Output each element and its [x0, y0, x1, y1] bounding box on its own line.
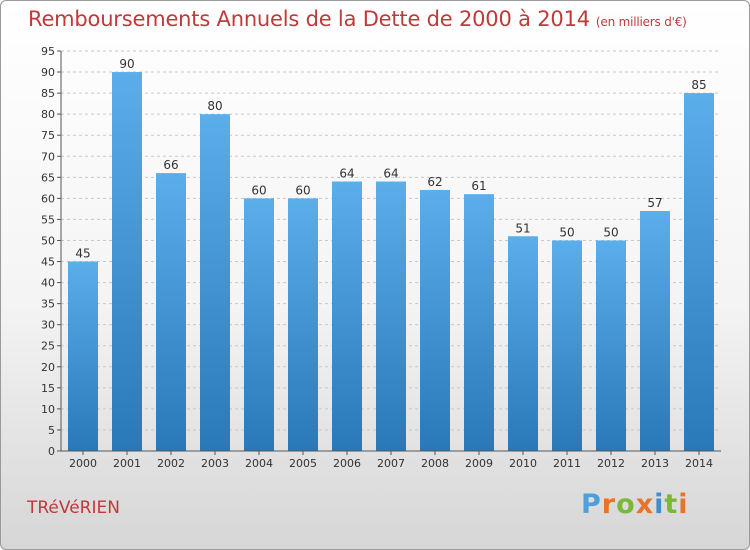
- bar-2003: [200, 114, 230, 451]
- y-tick-label: 10: [41, 403, 55, 416]
- bar-2004: [244, 198, 274, 451]
- x-tick-label: 2000: [69, 457, 97, 470]
- bar-2007: [376, 181, 406, 452]
- x-tick-label: 2009: [465, 457, 493, 470]
- data-label: 60: [295, 183, 310, 197]
- y-tick-label: 60: [41, 192, 55, 205]
- bar-2001: [112, 72, 142, 451]
- title-text: Remboursements Annuels de la Dette de 20…: [28, 7, 590, 31]
- x-tick-label: 2003: [201, 457, 229, 470]
- data-label: 60: [251, 183, 266, 197]
- y-tick-label: 90: [41, 66, 55, 79]
- y-tick-label: 30: [41, 319, 55, 332]
- y-tick-label: 85: [41, 87, 55, 100]
- data-label: 62: [427, 175, 442, 189]
- x-tick-label: 2001: [113, 457, 141, 470]
- bar-2013: [640, 211, 670, 451]
- data-label: 50: [559, 225, 574, 239]
- bar-2014: [684, 93, 714, 452]
- x-tick-label: 2010: [509, 457, 537, 470]
- bar-2009: [464, 194, 494, 451]
- x-tick-label: 2007: [377, 457, 405, 470]
- x-axis-ticks: 2000 2001 2002 2003 2004 2005 2006 2007 2008 2009…: [69, 451, 713, 470]
- proxiti-logo: Proxiti: [581, 489, 689, 520]
- y-tick-label: 50: [41, 234, 55, 247]
- data-label: 57: [647, 196, 662, 210]
- x-tick-label: 2008: [421, 457, 449, 470]
- bar-2002: [156, 173, 186, 451]
- bar-2012: [596, 240, 626, 451]
- city-name: TRéVéRIEN: [27, 498, 120, 518]
- unit-label: (en milliers d'€): [595, 15, 687, 29]
- y-tick-label: 5: [48, 424, 55, 437]
- bar-2005: [288, 198, 318, 451]
- bar-2006: [332, 181, 362, 452]
- y-tick-label: 40: [41, 277, 55, 290]
- bar-2000: [68, 261, 98, 451]
- data-label: 64: [339, 167, 354, 181]
- data-label: 80: [207, 99, 222, 113]
- y-tick-label: 25: [41, 340, 55, 353]
- data-label: 90: [119, 57, 134, 71]
- bar-2011: [552, 240, 582, 451]
- y-tick-label: 70: [41, 150, 55, 163]
- bar-2008: [420, 189, 450, 451]
- x-tick-label: 2002: [157, 457, 185, 470]
- y-tick-label: 0: [48, 445, 55, 458]
- y-tick-label: 20: [41, 361, 55, 374]
- x-tick-label: 2004: [245, 457, 273, 470]
- data-label: 66: [163, 158, 178, 172]
- y-tick-label: 65: [41, 171, 55, 184]
- data-label: 51: [515, 221, 530, 235]
- y-tick-label: 95: [41, 45, 55, 58]
- x-tick-label: 2005: [289, 457, 317, 470]
- data-label: 64: [383, 167, 398, 181]
- data-label: 45: [75, 247, 90, 261]
- y-tick-label: 45: [41, 256, 55, 269]
- y-tick-label: 35: [41, 298, 55, 311]
- data-label: 85: [691, 78, 706, 92]
- data-label: 50: [603, 225, 618, 239]
- y-tick-label: 15: [41, 382, 55, 395]
- x-tick-label: 2012: [597, 457, 625, 470]
- x-tick-label: 2013: [641, 457, 669, 470]
- y-tick-label: 55: [41, 213, 55, 226]
- bar-2010: [508, 236, 538, 451]
- x-tick-label: 2011: [553, 457, 581, 470]
- x-tick-label: 2006: [333, 457, 361, 470]
- bars: 45 90 66 80 60 60 64 64 62 61 51 50 50 57 85: [68, 57, 714, 452]
- y-tick-label: 80: [41, 108, 55, 121]
- chart-title: Remboursements Annuels de la Dette de 20…: [28, 7, 687, 31]
- data-label: 61: [471, 179, 486, 193]
- y-tick-label: 75: [41, 129, 55, 142]
- y-axis-ticks: 0 5 10 15 20 25 30 35 40 45 50 55 60 65 70 75 80 85 90 95: [41, 45, 61, 458]
- x-tick-label: 2014: [685, 457, 713, 470]
